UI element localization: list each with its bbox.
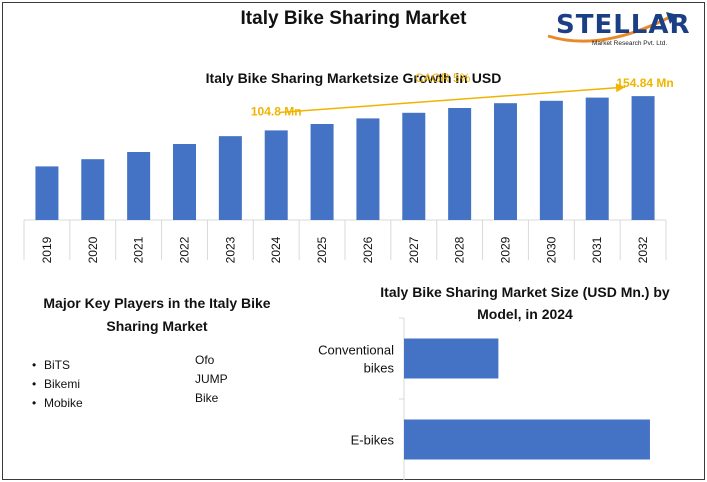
y-tick-label: E-bikes <box>351 433 395 448</box>
key-player-item: JUMP <box>195 372 228 386</box>
x-tick-label: 2028 <box>453 236 467 263</box>
x-tick-label: 2020 <box>86 236 100 263</box>
start-value-label: 104.8 Mn <box>251 104 302 118</box>
logo-subtext: Market Research Pvt. Ltd. <box>592 40 668 47</box>
x-tick-label: 2022 <box>178 236 192 263</box>
bar-2028 <box>448 108 472 220</box>
x-tick-label: 2029 <box>499 236 513 263</box>
y-tick-label: bikes <box>364 361 395 376</box>
bar-2025 <box>310 124 334 220</box>
model-chart-title: Italy Bike Sharing Market Size (USD Mn.)… <box>360 281 690 325</box>
bar-e-bikes <box>404 419 650 460</box>
growth-chart-title: Italy Bike Sharing Marketsize Growth in … <box>205 70 502 86</box>
x-tick-label: 2027 <box>407 236 421 263</box>
x-tick-label: 2023 <box>223 236 237 263</box>
key-player-item: Ofo <box>195 353 215 367</box>
x-tick-label: 2024 <box>269 236 283 263</box>
x-tick-label: 2021 <box>132 236 146 263</box>
end-value-label: 154.84 Mn <box>616 76 673 90</box>
bar-2032 <box>631 96 655 220</box>
stellar-logo: STELLAR Market Research Pvt. Ltd. <box>540 6 690 52</box>
y-tick-label: Conventional <box>318 343 394 358</box>
bar-2021 <box>127 152 151 220</box>
key-players-list-1: BiTS Bikemi Mobike <box>32 356 83 413</box>
x-tick-label: 2032 <box>636 236 650 263</box>
key-players-list-2: Ofo JUMP Bike <box>195 351 228 408</box>
bar-2020 <box>81 159 105 220</box>
cagr-arrow-head <box>615 83 626 93</box>
bar-2022 <box>173 144 196 220</box>
logo-wordmark: STELLAR <box>556 10 691 40</box>
key-players-title: Major Key Players in the Italy Bike Shar… <box>22 292 292 338</box>
bar-2023 <box>218 136 242 220</box>
cagr-label: CAGR 5% <box>415 71 471 85</box>
x-tick-label: 2026 <box>361 236 375 263</box>
key-players-title-line-2: Sharing Market <box>106 318 208 334</box>
bar-2019 <box>35 166 59 220</box>
logo-swoosh-icon <box>547 12 678 43</box>
x-tick-label: 2030 <box>544 236 558 263</box>
cagr-arrow-line <box>280 86 626 114</box>
bar-2030 <box>539 100 563 220</box>
model-chart-title-line-1: Italy Bike Sharing Market Size (USD Mn.)… <box>380 284 670 300</box>
key-player-item: BiTS <box>32 356 83 375</box>
model-chart-title-line-2: Model, in 2024 <box>477 306 573 322</box>
bar-2031 <box>585 97 609 220</box>
bar-2029 <box>494 103 517 220</box>
bar-conventional-bikes <box>404 338 499 379</box>
key-players-title-line-1: Major Key Players in the Italy Bike <box>43 295 271 311</box>
bar-2026 <box>356 118 380 220</box>
key-player-item: Bikemi <box>32 375 83 394</box>
main-title: Italy Bike Sharing Market <box>240 8 467 29</box>
bar-2027 <box>402 112 426 220</box>
bar-2024 <box>264 130 288 220</box>
x-tick-label: 2031 <box>590 236 604 263</box>
x-tick-label: 2025 <box>315 236 329 263</box>
key-player-item: Bike <box>195 391 219 405</box>
key-player-item: Mobike <box>32 394 83 413</box>
x-tick-label: 2019 <box>40 236 54 263</box>
